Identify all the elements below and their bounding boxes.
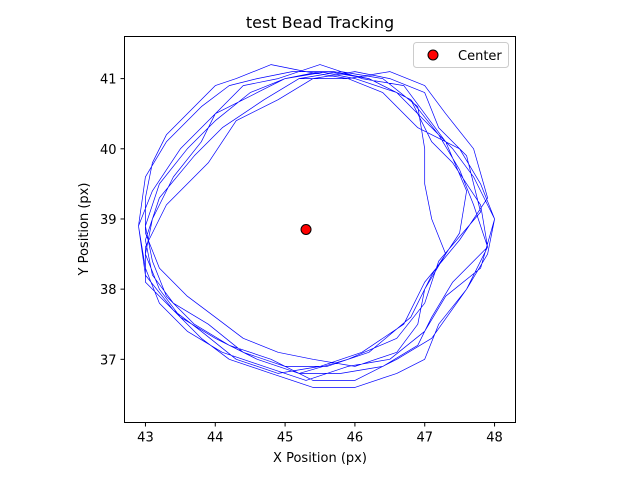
- y-axis-ticks: 37 38 39 40 41: [100, 73, 125, 368]
- x-axis-label: X Position (px): [273, 451, 367, 466]
- x-tick-label: 48: [486, 431, 503, 446]
- chart-marks: [138, 64, 495, 388]
- x-tick-label: 44: [207, 431, 224, 446]
- x-tick-label: 47: [416, 431, 433, 446]
- legend-center-marker: [427, 49, 439, 61]
- y-tick-label: 40: [100, 143, 117, 158]
- y-tick-label: 38: [100, 283, 117, 298]
- chart-title: test Bead Tracking: [246, 13, 394, 32]
- trajectory-line: [138, 64, 495, 388]
- legend: Center: [413, 42, 509, 68]
- y-tick-label: 41: [100, 73, 117, 88]
- y-axis-label: Y Position (px): [77, 183, 92, 277]
- y-tick-label: 39: [100, 213, 117, 228]
- center-point: [300, 224, 312, 235]
- legend-box: [413, 42, 509, 68]
- x-tick-label: 45: [277, 431, 294, 446]
- x-tick-label: 43: [137, 431, 154, 446]
- plot-frame: [124, 36, 516, 423]
- x-axis-ticks: 43 44 45 46 47 48: [137, 422, 503, 446]
- legend-center-label: Center: [458, 49, 502, 64]
- y-tick-label: 37: [100, 353, 117, 368]
- x-tick-label: 46: [347, 431, 364, 446]
